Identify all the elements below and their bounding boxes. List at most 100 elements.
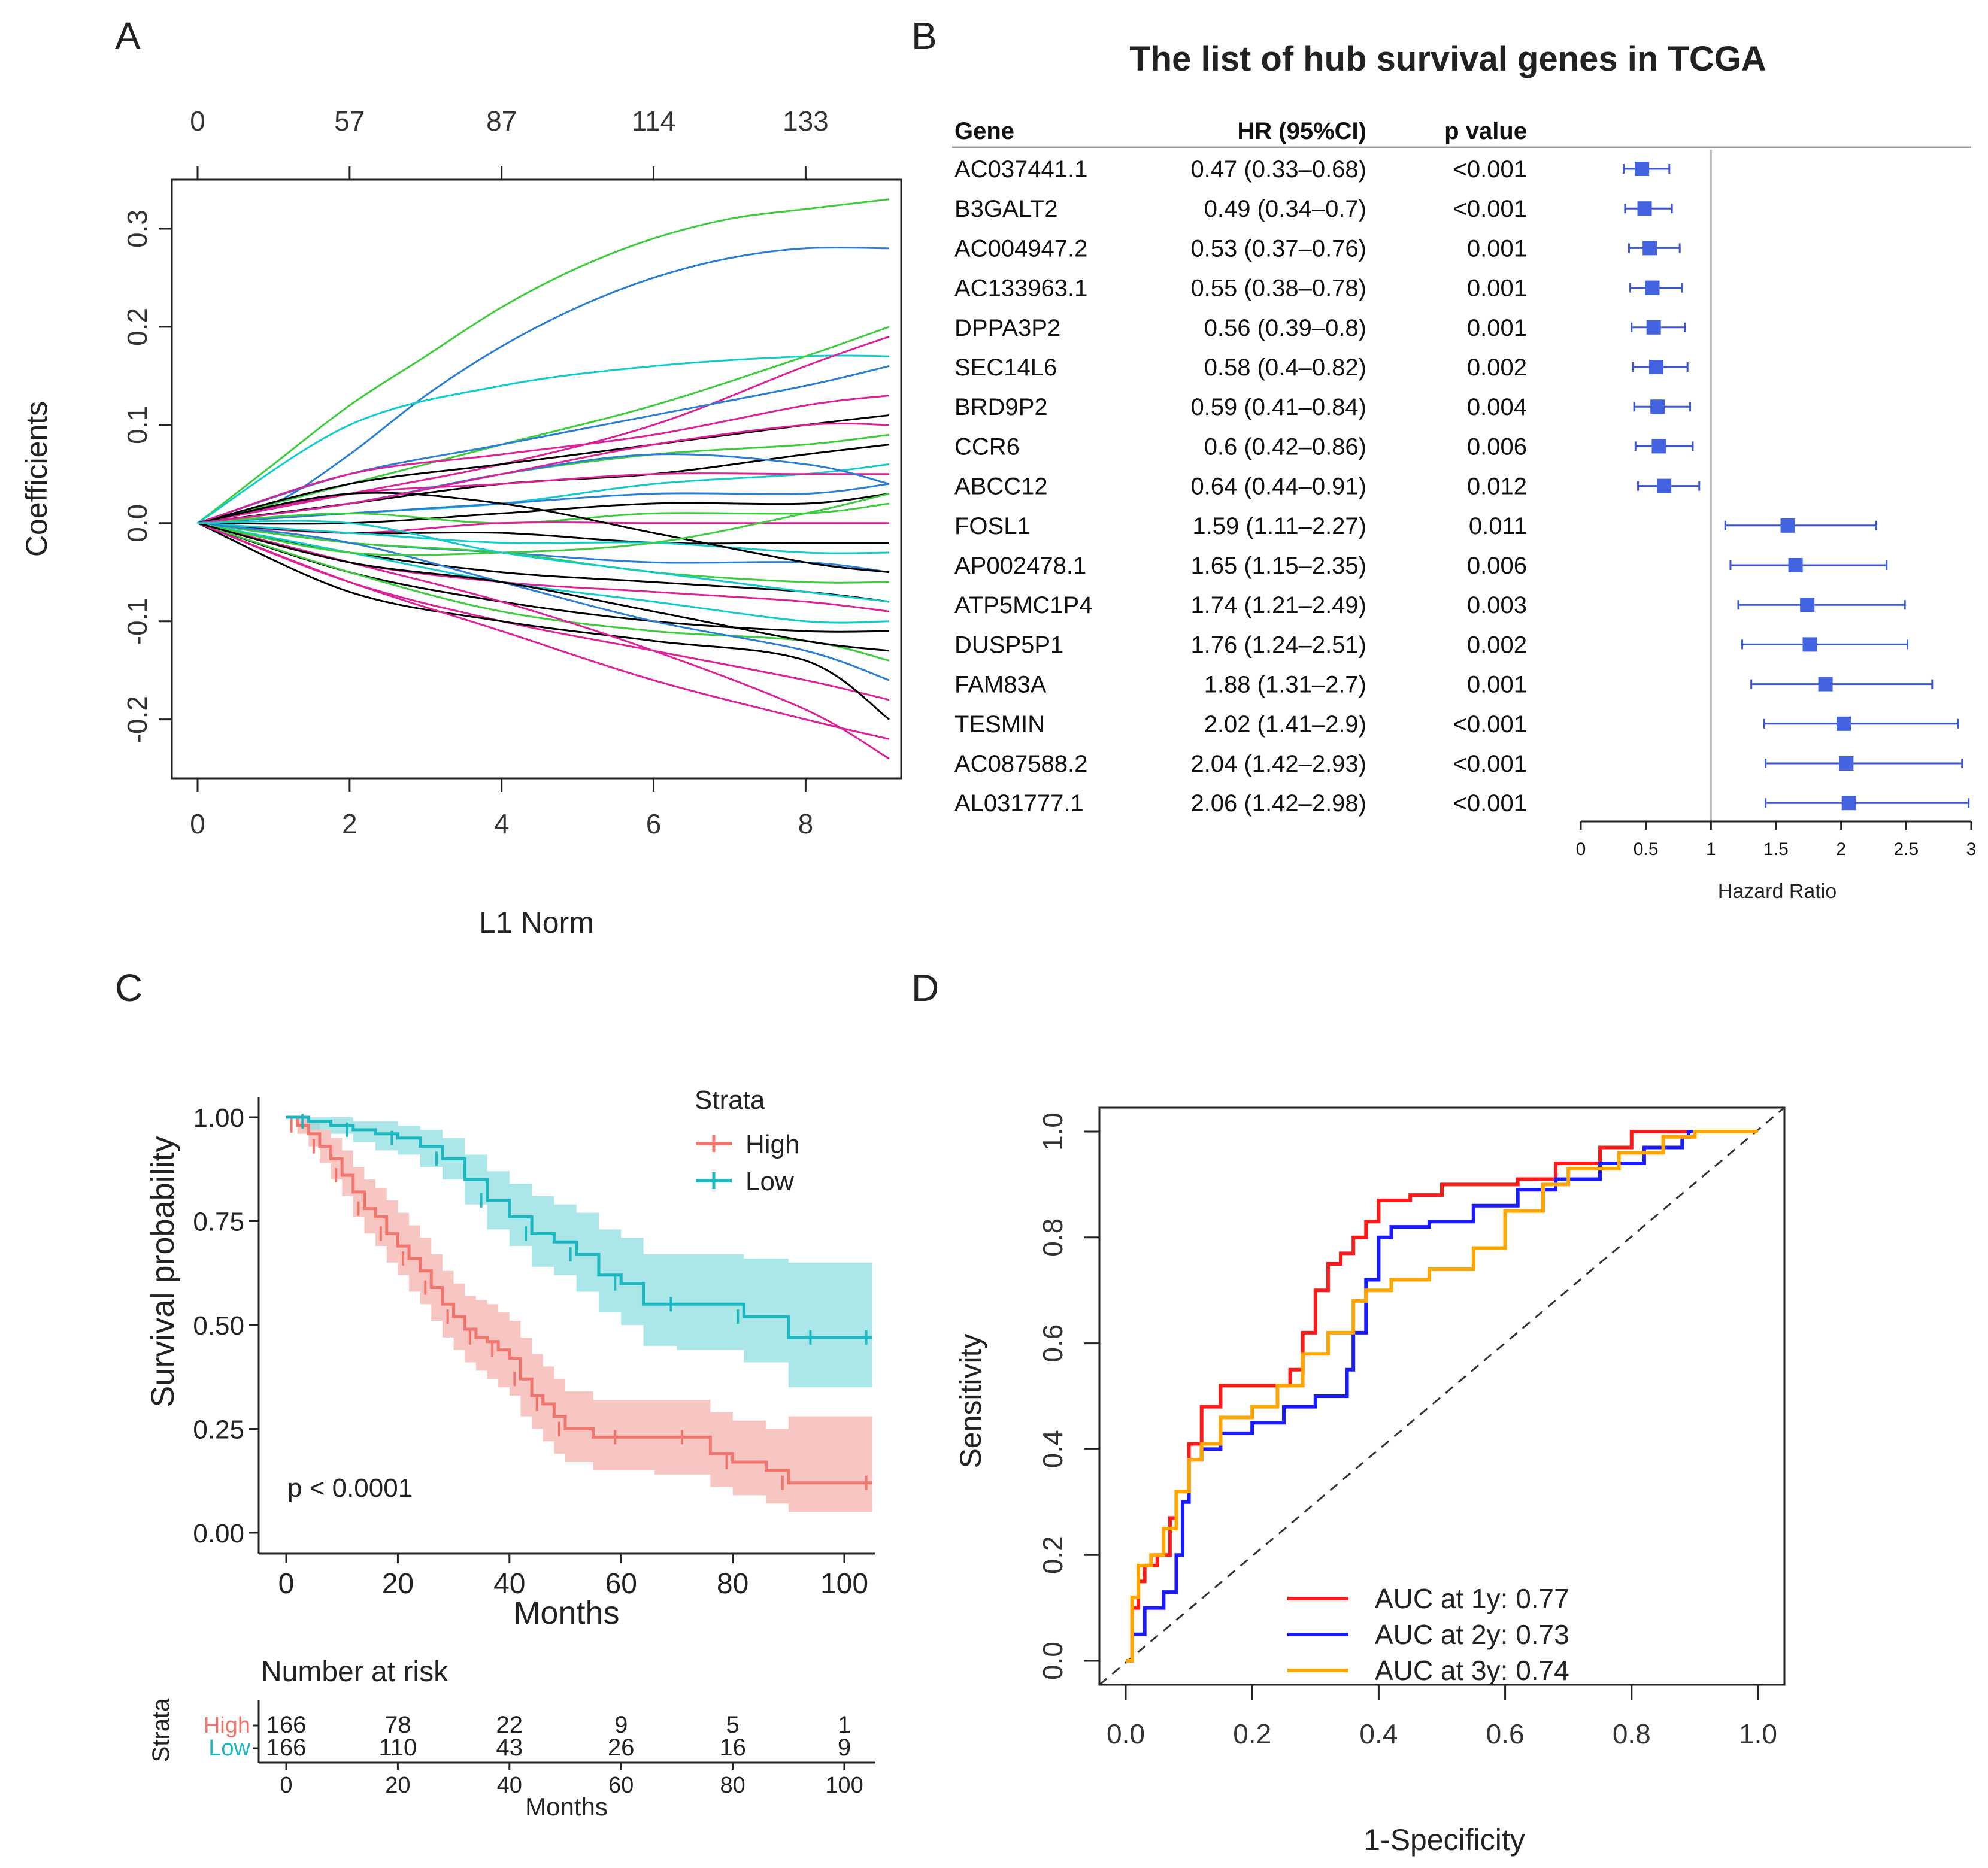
lasso-toptick-label: 87	[486, 105, 517, 137]
risk-count-high: 22	[496, 1712, 523, 1738]
lasso-ytick-label: 0.1	[122, 406, 153, 444]
lasso-ylabel: Coefficients	[20, 401, 53, 557]
forest-hr-text: 0.49 (0.34–0.7)	[1204, 196, 1366, 222]
lasso-xlabel: L1 Norm	[479, 906, 594, 939]
forest-hr-text: 0.55 (0.38–0.78)	[1190, 275, 1366, 302]
forest-gene-label: AC037441.1	[954, 156, 1087, 183]
lasso-path-12	[197, 472, 889, 524]
forest-hr-point	[1800, 598, 1815, 612]
risk-xtick-label: 40	[497, 1773, 522, 1798]
roc-xtick-label: 0.0	[1107, 1718, 1145, 1749]
risk-count-low: 9	[838, 1734, 851, 1761]
roc-ytick-label: 0.8	[1037, 1218, 1068, 1257]
roc-plot-frame	[1098, 1106, 1786, 1686]
lasso-path-8	[197, 395, 890, 524]
roc-xtick-label: 1.0	[1739, 1718, 1777, 1749]
forest-xtick-label: 0	[1576, 839, 1586, 859]
lasso-paths	[197, 198, 890, 760]
km-legend-low-label: Low	[746, 1167, 794, 1196]
lasso-path-1	[197, 198, 890, 524]
roc-legend-label-3: AUC at 3y: 0.74	[1375, 1655, 1569, 1686]
km-legend-high-label: High	[746, 1130, 800, 1159]
lasso-path-34	[197, 422, 890, 524]
risk-xtick-label: 20	[385, 1773, 410, 1798]
forest-gene-label: AC004947.2	[954, 235, 1087, 262]
forest-p-value: 0.001	[1467, 275, 1527, 302]
forest-hr-text: 1.76 (1.24–2.51)	[1190, 632, 1366, 658]
forest-gene-label: AL031777.1	[954, 790, 1084, 817]
lasso-top-axis: 0 57 87 114 133	[190, 105, 829, 180]
forest-hr-text: 2.02 (1.41–2.9)	[1204, 711, 1366, 738]
forest-title: The list of hub survival genes in TCGA	[1129, 40, 1766, 78]
lasso-path-32	[197, 492, 890, 574]
forest-p-value: 0.001	[1467, 315, 1527, 341]
risk-table-title: Number at risk	[261, 1656, 448, 1688]
roc-panel: D 0.0 0.2 0.4 0.6 0.8 1.0 0.0 0.2 0.4 0.6 0.8 1.0 1…	[911, 966, 1786, 1857]
km-ytick-label: 0.75	[193, 1208, 244, 1237]
risk-count-low: 166	[266, 1734, 307, 1761]
km-xtick-label: 60	[605, 1568, 637, 1600]
km-legend-low: Low	[696, 1167, 794, 1196]
forest-p-value: <0.001	[1453, 156, 1527, 183]
forest-hr-point	[1839, 756, 1854, 771]
forest-p-value: 0.006	[1467, 433, 1527, 460]
km-ytick-label: 0.00	[193, 1519, 244, 1548]
lasso-path-29	[197, 522, 890, 740]
lasso-path-33	[197, 493, 890, 556]
risk-count-low: 110	[379, 1734, 417, 1761]
forest-rows: AC037441.1 0.47 (0.33–0.68) <0.001 B3GALT2 0…	[954, 150, 1970, 821]
forest-hr-point	[1780, 518, 1795, 533]
forest-hr-point	[1657, 478, 1672, 493]
forest-xtick-label: 0.5	[1634, 839, 1659, 859]
risk-xtick-label: 0	[280, 1773, 292, 1798]
roc-legend-label-1: AUC at 1y: 0.77	[1375, 1583, 1569, 1614]
lasso-xtick-label: 8	[798, 808, 814, 839]
forest-hr-text: 1.88 (1.31–2.7)	[1204, 672, 1366, 698]
km-ylabel: Survival probability	[145, 1136, 181, 1407]
panel-letter-c: C	[115, 966, 143, 1009]
km-curve-low	[286, 1115, 872, 1339]
risk-row-label-high: High	[204, 1713, 250, 1738]
lasso-path-17	[197, 522, 889, 545]
forest-p-value: 0.004	[1467, 394, 1527, 420]
forest-xtick-label: 2	[1836, 839, 1846, 859]
km-xtick-label: 40	[493, 1568, 525, 1600]
forest-hr-text: 0.47 (0.33–0.68)	[1190, 156, 1366, 183]
lasso-toptick-label: 0	[190, 105, 205, 137]
km-xtick-label: 0	[278, 1568, 295, 1600]
forest-hr-text: 0.64 (0.44–0.91)	[1190, 474, 1366, 500]
km-xtick-label: 80	[717, 1568, 748, 1600]
forest-gene-label: B3GALT2	[954, 196, 1058, 222]
roc-curve-2	[1126, 1130, 1758, 1663]
forest-hr-text: 0.58 (0.4–0.82)	[1204, 354, 1366, 381]
roc-ytick-label: 1.0	[1037, 1112, 1068, 1151]
forest-gene-label: AC133963.1	[954, 275, 1087, 302]
forest-gene-label: AC087588.2	[954, 751, 1087, 777]
km-xlabel: Months	[513, 1595, 619, 1631]
lasso-xtick-label: 6	[646, 808, 662, 839]
lasso-path-20	[197, 522, 890, 584]
forest-hr-point	[1637, 201, 1652, 216]
lasso-path-14	[197, 493, 890, 525]
forest-hr-point	[1635, 162, 1650, 176]
lasso-path-13	[197, 483, 890, 524]
risk-xtick-label: 60	[608, 1773, 634, 1798]
forest-p-value: 0.003	[1467, 592, 1527, 618]
forest-hr-text: 1.65 (1.15–2.35)	[1190, 553, 1366, 579]
forest-gene-label: DUSP5P1	[954, 632, 1063, 658]
forest-hr-point	[1650, 399, 1665, 414]
km-curve-high	[286, 1115, 872, 1485]
forest-hr-text: 0.59 (0.41–0.84)	[1190, 394, 1366, 420]
forest-gene-label: SEC14L6	[954, 354, 1057, 381]
lasso-path-5	[197, 335, 890, 524]
forest-hr-point	[1841, 796, 1856, 811]
panel-letter-b: B	[911, 14, 937, 57]
lasso-ytick-label: 0.3	[122, 210, 153, 248]
km-legend-title: Strata	[695, 1085, 765, 1115]
lasso-path-36	[197, 520, 890, 603]
lasso-xtick-label: 4	[494, 808, 510, 839]
km-legend-high: High	[696, 1130, 800, 1159]
km-pvalue: p < 0.0001	[287, 1473, 413, 1503]
risk-xtick-label: 100	[825, 1773, 863, 1798]
forest-hr-text: 0.56 (0.39–0.8)	[1204, 315, 1366, 341]
